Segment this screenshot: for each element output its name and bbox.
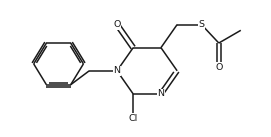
Text: Cl: Cl (128, 114, 138, 123)
Text: N: N (114, 66, 121, 75)
Text: N: N (157, 89, 164, 99)
Text: O: O (215, 63, 222, 72)
Text: S: S (198, 20, 204, 29)
Text: O: O (113, 20, 121, 29)
